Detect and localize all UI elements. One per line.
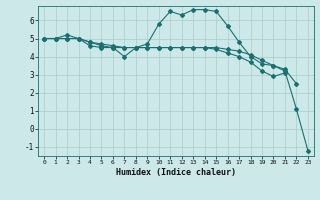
X-axis label: Humidex (Indice chaleur): Humidex (Indice chaleur) — [116, 168, 236, 177]
